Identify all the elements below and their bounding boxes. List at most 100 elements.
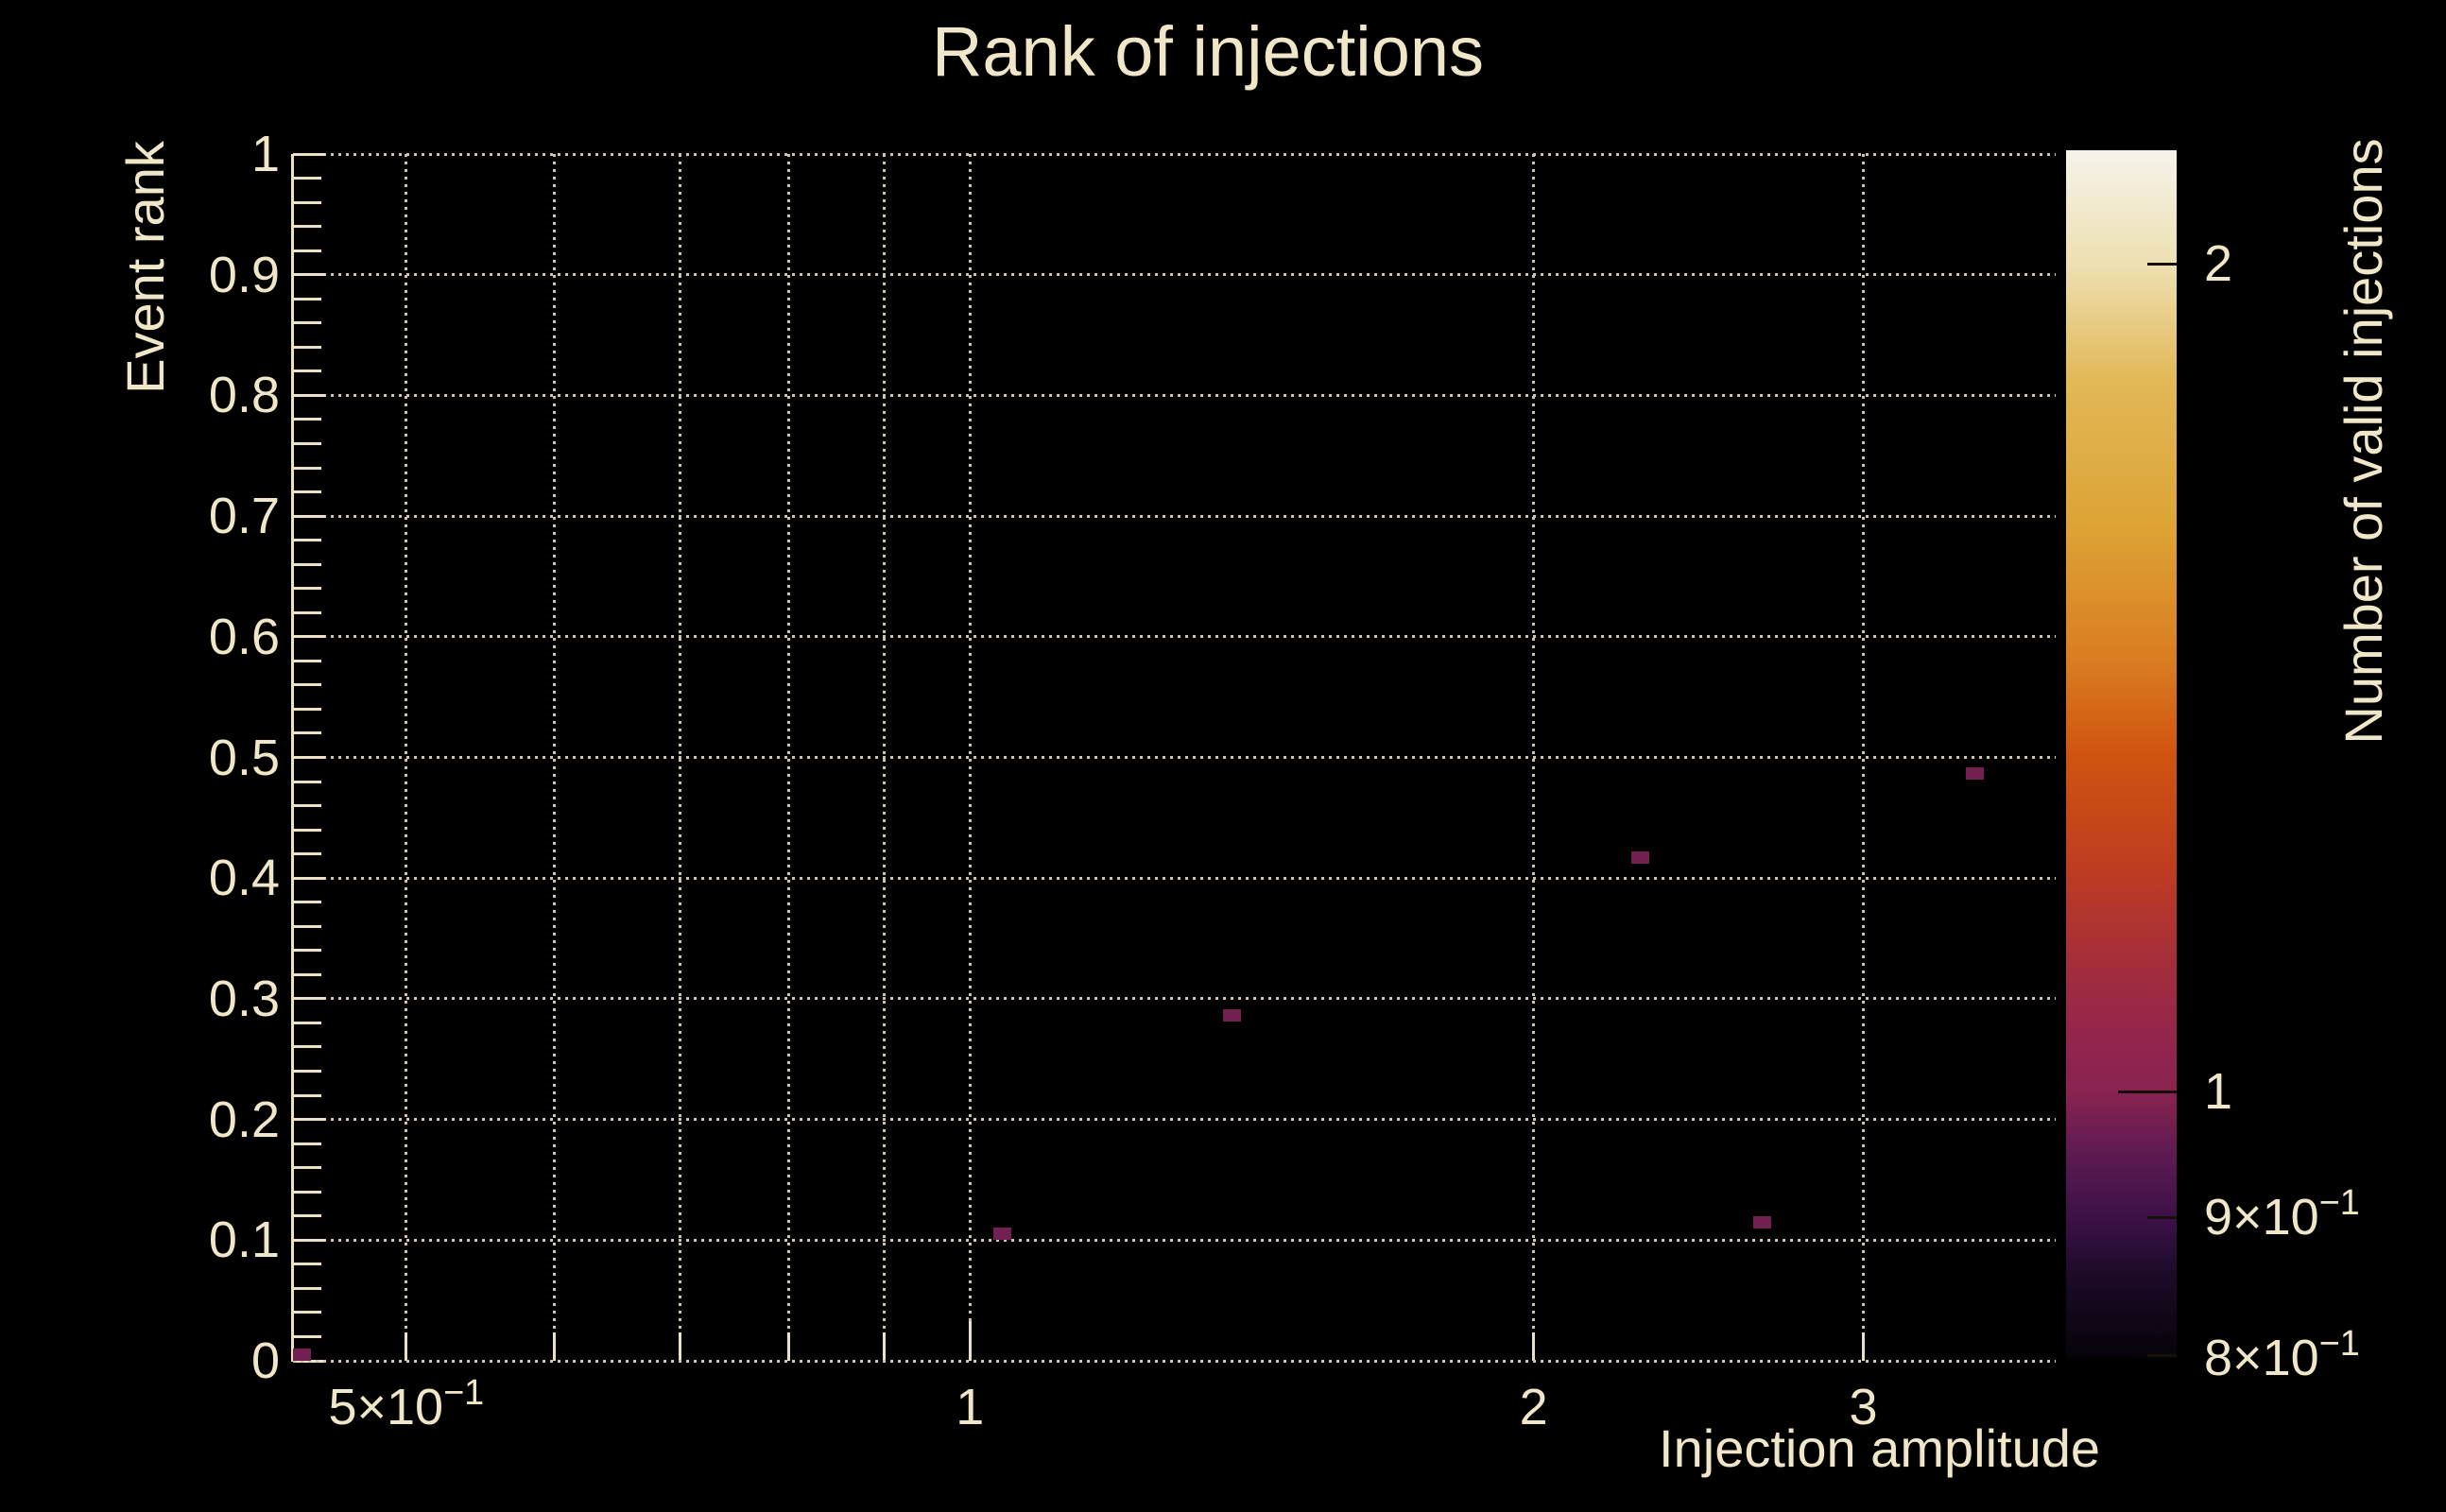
- y-minor-tick: [293, 731, 321, 735]
- y-minor-tick: [293, 901, 321, 904]
- y-minor-tick: [293, 297, 321, 301]
- data-point: [1965, 766, 1984, 780]
- data-point: [1630, 850, 1649, 864]
- y-major-tick: [293, 876, 325, 880]
- y-minor-tick: [293, 539, 321, 542]
- y-minor-tick: [293, 659, 321, 662]
- x-tick-label: 2: [1519, 1379, 1548, 1435]
- y-minor-tick: [293, 683, 321, 687]
- x-axis-title: Injection amplitude: [1659, 1418, 2100, 1478]
- colorbar-title: Number of valid injections: [2334, 138, 2393, 745]
- y-major-tick: [293, 1118, 325, 1122]
- y-minor-tick: [293, 441, 321, 445]
- data-point: [1753, 1215, 1772, 1228]
- y-minor-tick: [293, 1334, 321, 1338]
- y-tick-label: 0.4: [208, 850, 280, 907]
- y-major-tick: [293, 273, 325, 277]
- gridline-h: [293, 1118, 2056, 1122]
- y-minor-tick: [293, 1142, 321, 1145]
- gridline-v: [1862, 154, 1866, 1361]
- x-axis-line: [293, 1359, 2056, 1363]
- y-minor-tick: [293, 972, 321, 976]
- y-tick-label: 1: [250, 126, 280, 182]
- y-minor-tick: [293, 1263, 321, 1266]
- gridline-h: [293, 152, 2056, 156]
- colorbar-tick: [2147, 262, 2177, 266]
- gridline-v: [553, 154, 557, 1361]
- y-tick-label: 0.1: [208, 1211, 280, 1269]
- gridline-h: [293, 997, 2056, 1001]
- y-minor-tick: [293, 345, 321, 349]
- chart-title: Rank of injections: [931, 12, 1485, 91]
- x-tick: [883, 1332, 887, 1361]
- colorbar-tick-label: 9×10−1: [2204, 1183, 2360, 1246]
- y-minor-tick: [293, 1214, 321, 1218]
- y-tick-label: 0.3: [208, 970, 280, 1027]
- colorbar: [2066, 150, 2177, 1358]
- y-major-tick: [293, 514, 325, 518]
- colorbar-tick-label: 2: [2204, 235, 2233, 293]
- y-minor-tick: [293, 200, 321, 204]
- x-tick: [553, 1332, 557, 1361]
- y-minor-tick: [293, 418, 321, 421]
- y-minor-tick: [293, 852, 321, 856]
- x-tick: [1862, 1332, 1866, 1361]
- x-tick: [678, 1332, 681, 1361]
- gridline-h: [293, 514, 2056, 518]
- y-major-tick: [293, 393, 325, 397]
- y-minor-tick: [293, 1190, 321, 1194]
- y-major-tick: [293, 756, 325, 759]
- y-minor-tick: [293, 587, 321, 591]
- y-minor-tick: [293, 1166, 321, 1170]
- data-point: [293, 1349, 312, 1362]
- y-major-tick: [293, 1238, 325, 1242]
- gridline-v: [883, 154, 887, 1361]
- y-minor-tick: [293, 321, 321, 325]
- y-minor-tick: [293, 369, 321, 373]
- y-minor-tick: [293, 562, 321, 566]
- gridline-h: [293, 635, 2056, 639]
- gridline-v: [968, 154, 972, 1361]
- y-tick-label: 0.6: [208, 608, 280, 665]
- y-minor-tick: [293, 780, 321, 783]
- y-minor-tick: [293, 1311, 321, 1314]
- y-axis-line: [291, 154, 294, 1362]
- y-minor-tick: [293, 490, 321, 494]
- y-major-tick: [293, 997, 325, 1001]
- y-tick-label: 0.7: [208, 488, 280, 545]
- colorbar-tick: [2118, 1090, 2177, 1093]
- exponent: −1: [443, 1373, 485, 1414]
- y-minor-tick: [293, 804, 321, 808]
- y-major-tick: [293, 152, 325, 156]
- y-minor-tick: [293, 1093, 321, 1097]
- y-minor-tick: [293, 707, 321, 711]
- y-tick-label: 0.9: [208, 246, 280, 303]
- gridline-h: [293, 1238, 2056, 1242]
- y-tick-label: 0.2: [208, 1091, 280, 1148]
- y-minor-tick: [293, 466, 321, 470]
- y-minor-tick: [293, 249, 321, 252]
- gridline-v: [678, 154, 681, 1361]
- y-minor-tick: [293, 225, 321, 229]
- y-minor-tick: [293, 177, 321, 180]
- x-tick-label: 3: [1849, 1379, 1878, 1435]
- y-minor-tick: [293, 1021, 321, 1024]
- y-tick-label: 0.8: [208, 367, 280, 424]
- y-minor-tick: [293, 828, 321, 832]
- x-tick: [786, 1332, 790, 1361]
- y-minor-tick: [293, 1070, 321, 1074]
- gridline-h: [293, 393, 2056, 397]
- data-point: [1222, 1009, 1241, 1022]
- x-tick: [968, 1321, 972, 1361]
- x-tick-label: 1: [956, 1379, 985, 1435]
- y-minor-tick: [293, 924, 321, 928]
- y-minor-tick: [293, 1045, 321, 1049]
- x-tick: [405, 1332, 408, 1361]
- y-minor-tick: [293, 1286, 321, 1290]
- gridline-v: [1532, 154, 1536, 1361]
- data-point: [992, 1228, 1011, 1241]
- x-tick-label: 5×10−1: [328, 1373, 485, 1435]
- exponent: −1: [2318, 1324, 2360, 1365]
- y-tick-label: 0.5: [208, 729, 280, 786]
